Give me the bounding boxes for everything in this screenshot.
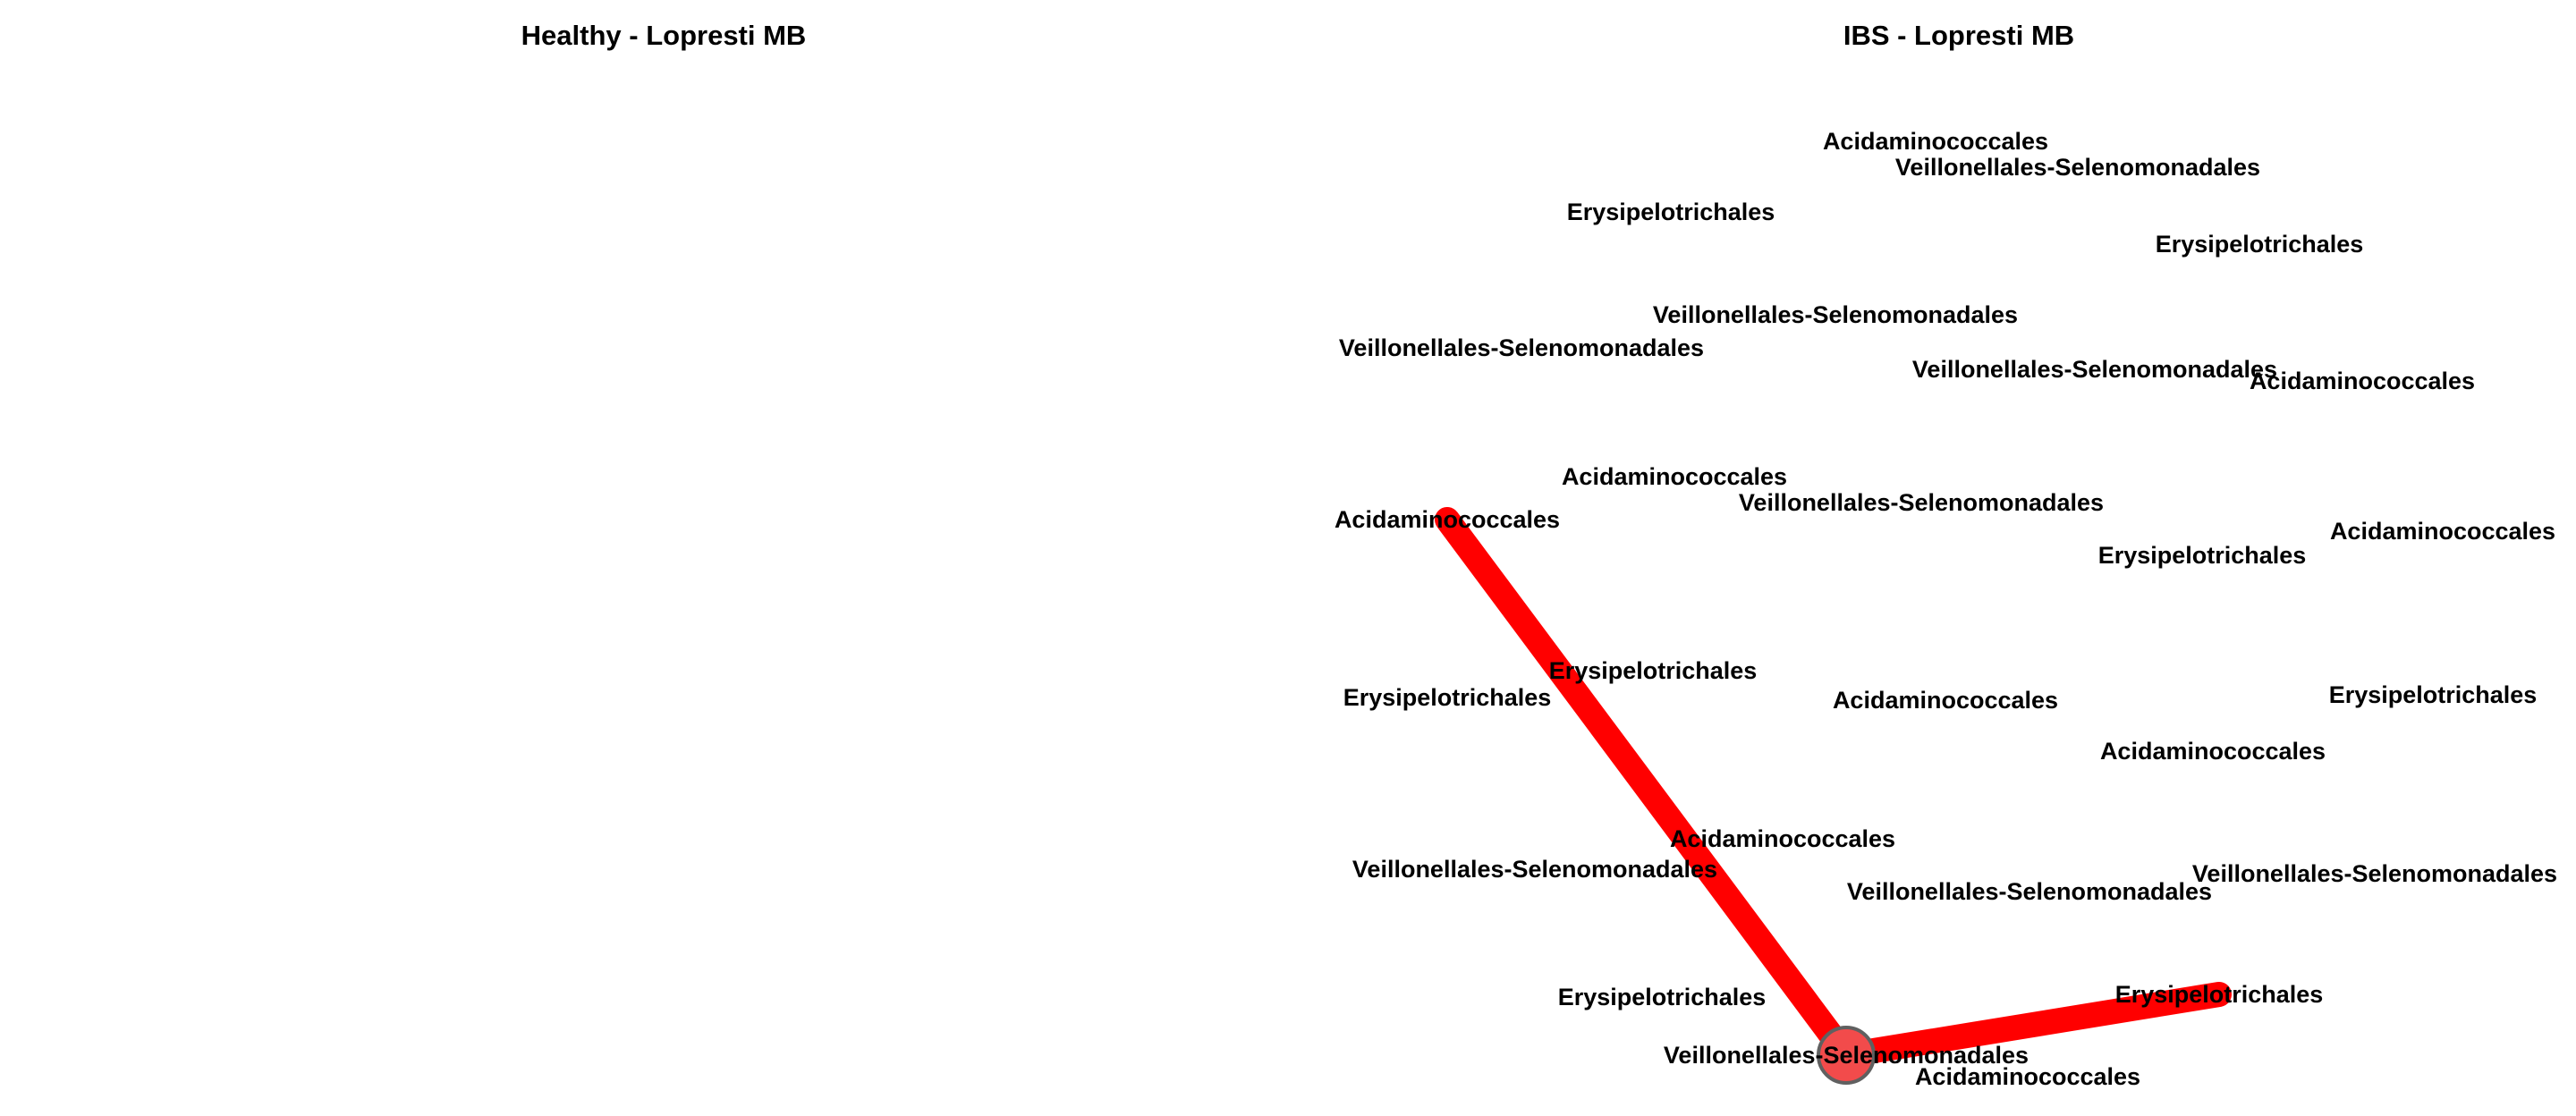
node-label: Acidaminococcales — [2330, 518, 2555, 545]
node-label: Acidaminococcales — [1823, 128, 2048, 155]
node-label: Erysipelotrichales — [2329, 681, 2538, 708]
node-label: Veillonellales-Selenomonadales — [1739, 489, 2104, 516]
node-label: Erysipelotrichales — [1549, 657, 1758, 684]
node-label: Erysipelotrichales — [1343, 684, 1552, 711]
node-label: Acidaminococcales — [2100, 738, 2326, 765]
ibs-node-labels: AcidaminococcalesVeillonellales-Selenomo… — [1335, 128, 2557, 1090]
ibs-hub-layer — [1817, 1026, 1876, 1085]
node-label: Erysipelotrichales — [1567, 199, 1775, 225]
node-label: Erysipelotrichales — [1558, 984, 1767, 1010]
node-label: Acidaminococcales — [1335, 506, 1560, 533]
panel-title-ibs: IBS - Lopresti MB — [1843, 20, 2074, 51]
node-label: Acidaminococcales — [1915, 1063, 2140, 1090]
node-label: Acidaminococcales — [1833, 687, 2058, 714]
node-label: Veillonellales-Selenomonadales — [1352, 856, 1717, 883]
node-label: Veillonellales-Selenomonadales — [1895, 154, 2260, 181]
node-label: Erysipelotrichales — [2098, 542, 2307, 569]
node-label: Veillonellales-Selenomonadales — [1653, 301, 2018, 328]
node-label: Veillonellales-Selenomonadales — [1912, 356, 2277, 383]
node-label: Veillonellales-Selenomonadales — [1664, 1042, 2029, 1069]
node-label: Acidaminococcales — [1670, 825, 1895, 852]
node-label: Veillonellales-Selenomonadales — [2192, 860, 2557, 887]
node-label: Acidaminococcales — [1562, 463, 1787, 490]
hub-node — [1817, 1026, 1876, 1085]
node-label: Erysipelotrichales — [2115, 981, 2324, 1008]
ibs-network: AcidaminococcalesVeillonellales-Selenomo… — [1335, 128, 2557, 1090]
node-label: Erysipelotrichales — [2156, 231, 2364, 258]
node-label: Acidaminococcales — [2250, 368, 2475, 394]
node-label: Veillonellales-Selenomonadales — [1847, 878, 2212, 905]
node-label: Veillonellales-Selenomonadales — [1339, 334, 1704, 361]
ibs-edges — [1435, 507, 2232, 1068]
network-edge-2 — [1834, 982, 2232, 1068]
network-edge-1 — [1435, 507, 1859, 1068]
panel-title-healthy: Healthy - Lopresti MB — [521, 20, 807, 51]
